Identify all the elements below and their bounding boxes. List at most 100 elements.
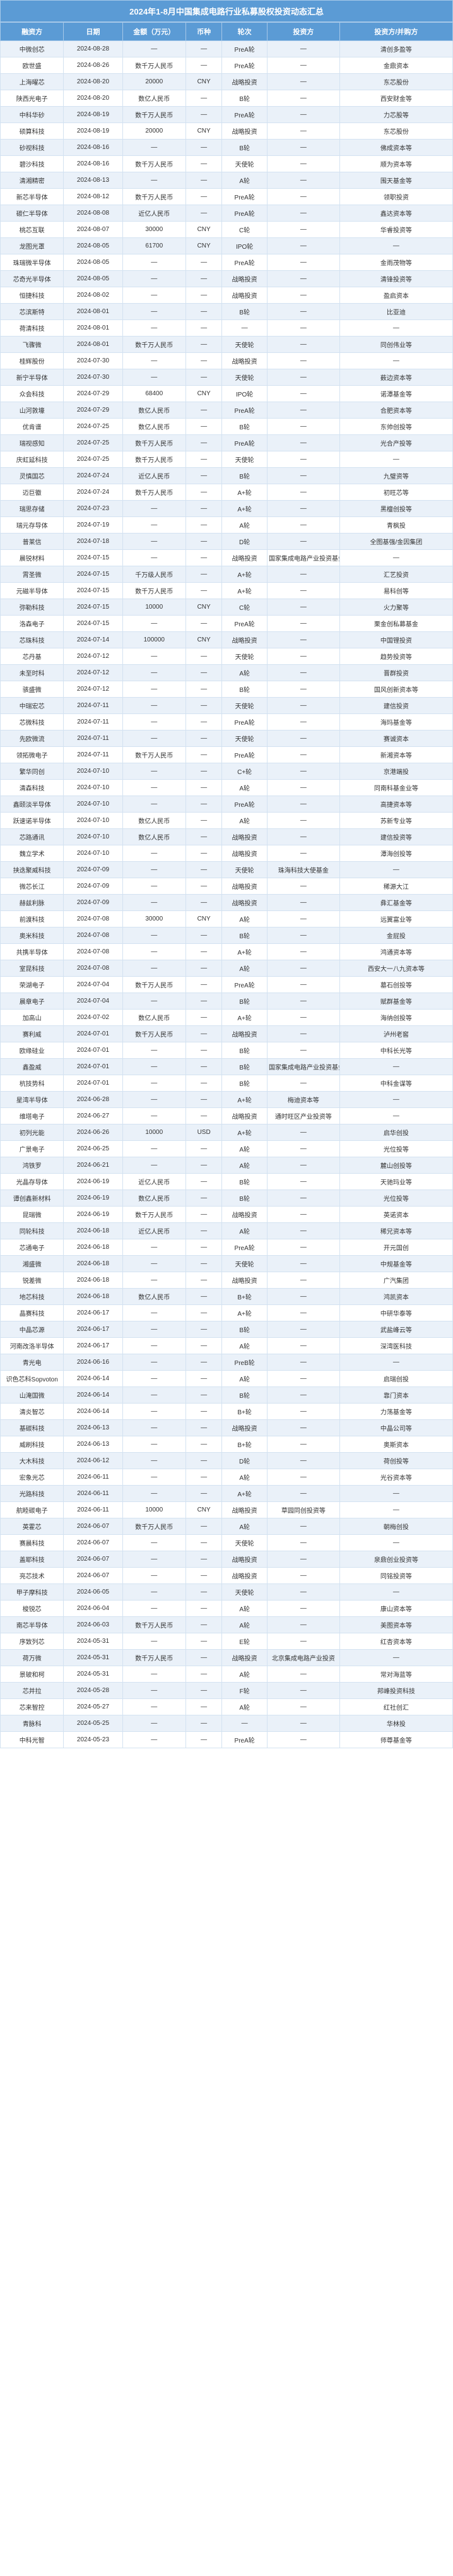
cell: B轮	[222, 140, 268, 156]
cell: —	[339, 1584, 452, 1601]
cell: 瑞思存储	[1, 501, 64, 517]
cell: 国家集成电路产业投资基金等	[268, 1059, 340, 1075]
cell: 芯奇光半导体	[1, 271, 64, 287]
cell: —	[185, 730, 221, 747]
cell: 数千万人民币	[122, 1650, 185, 1666]
cell: —	[185, 878, 221, 895]
cell: 红社创汇	[339, 1699, 452, 1715]
cell: —	[185, 1289, 221, 1305]
cell: 赫兹利脉	[1, 895, 64, 911]
cell: 东芯股份	[339, 74, 452, 90]
cell: —	[185, 1666, 221, 1683]
cell: 康山资本等	[339, 1601, 452, 1617]
cell: —	[268, 386, 340, 402]
cell: —	[268, 369, 340, 386]
cell: 清炎智芯	[1, 1404, 64, 1420]
cell: 大木科技	[1, 1453, 64, 1469]
cell: 2024-06-11	[64, 1502, 122, 1518]
cell: —	[122, 1371, 185, 1387]
cell: PreA轮	[222, 616, 268, 632]
cell: 数亿人民币	[122, 90, 185, 107]
cell: —	[268, 1469, 340, 1486]
cell: 2024-06-28	[64, 1092, 122, 1108]
cell: 20000	[122, 74, 185, 90]
table-row: 中科华砂2024-08-19数千万人民币—PreA轮—力芯股等	[1, 107, 453, 123]
cell: 盖耶科技	[1, 1551, 64, 1568]
table-row: 赫兹利脉2024-07-09——战略投资—彝汇基金等	[1, 895, 453, 911]
cell: —	[268, 1124, 340, 1141]
cell: —	[185, 993, 221, 1010]
cell: 泉鼎创业投资等	[339, 1551, 452, 1568]
cell: 2024-07-09	[64, 895, 122, 911]
table-row: 芯路通讯2024-07-10数亿人民币—战略投资—建信投资等	[1, 829, 453, 845]
cell: 千万级人民币	[122, 566, 185, 583]
cell: 元磁半导体	[1, 583, 64, 599]
cell: —	[268, 156, 340, 172]
cell: 2024-06-27	[64, 1108, 122, 1124]
cell: 2024-06-05	[64, 1584, 122, 1601]
cell: 景玻和柯	[1, 1666, 64, 1683]
cell: —	[268, 1715, 340, 1732]
cell: —	[122, 878, 185, 895]
cell: 2024-07-11	[64, 714, 122, 730]
cell: 2024-06-07	[64, 1535, 122, 1551]
cell: 朝梅创投	[339, 1518, 452, 1535]
cell: 数亿人民币	[122, 402, 185, 419]
cell: 战略投资	[222, 1551, 268, 1568]
cell: —	[122, 1272, 185, 1289]
cell: 繁华同创	[1, 763, 64, 780]
cell: 2024-07-30	[64, 353, 122, 369]
cell: A轮	[222, 1469, 268, 1486]
cell: 战略投资	[222, 1502, 268, 1518]
cell: B轮	[222, 1174, 268, 1190]
cell: 地芯科技	[1, 1289, 64, 1305]
cell: 英诺资本	[339, 1207, 452, 1223]
table-row: 星湾半导体2024-06-28——A+轮梅迪资本等—	[1, 1092, 453, 1108]
cell: 2024-05-25	[64, 1715, 122, 1732]
cell: —	[122, 1486, 185, 1502]
cell: 欧缘硅业	[1, 1042, 64, 1059]
cell: 诺潭基金等	[339, 386, 452, 402]
cell: 2024-07-30	[64, 369, 122, 386]
cell: —	[185, 320, 221, 337]
cell: —	[268, 1223, 340, 1239]
cell: 清湘精密	[1, 172, 64, 189]
cell: PreA轮	[222, 402, 268, 419]
cell: C轮	[222, 222, 268, 238]
cell: 中微创芯	[1, 41, 64, 57]
cell: 20000	[122, 123, 185, 140]
cell: —	[185, 337, 221, 353]
cell: 2024-07-09	[64, 862, 122, 878]
cell: A轮	[222, 665, 268, 681]
cell: —	[185, 1404, 221, 1420]
cell: 2024-07-25	[64, 435, 122, 451]
cell: B+轮	[222, 1436, 268, 1453]
cell: —	[268, 616, 340, 632]
cell: —	[268, 337, 340, 353]
cell: —	[185, 1420, 221, 1436]
cell: —	[268, 222, 340, 238]
cell: —	[122, 1699, 185, 1715]
cell: 中科光智	[1, 1732, 64, 1748]
cell: —	[122, 1354, 185, 1371]
cell: 桂辉股份	[1, 353, 64, 369]
cell: 天使轮	[222, 648, 268, 665]
cell: —	[268, 451, 340, 468]
cell: —	[122, 140, 185, 156]
cell: 庆虹延科技	[1, 451, 64, 468]
cell: —	[122, 1732, 185, 1748]
table-row: 英霍芯2024-06-07数千万人民币—A轮—朝梅创投	[1, 1518, 453, 1535]
cell: 2024-08-05	[64, 238, 122, 254]
cell: —	[185, 419, 221, 435]
table-row: 清湘精密2024-08-13——A轮—围天基金等	[1, 172, 453, 189]
cell: 2024-06-17	[64, 1305, 122, 1321]
cell: 2024-07-24	[64, 468, 122, 484]
cell: —	[268, 238, 340, 254]
cell: —	[268, 1338, 340, 1354]
cell: —	[268, 1190, 340, 1207]
cell: —	[268, 583, 340, 599]
cell: —	[185, 1486, 221, 1502]
table-row: 洛森电子2024-07-15——PreA轮—栗金创私募基金	[1, 616, 453, 632]
col-head-3: 币种	[185, 23, 221, 41]
cell: 广景电子	[1, 1141, 64, 1157]
